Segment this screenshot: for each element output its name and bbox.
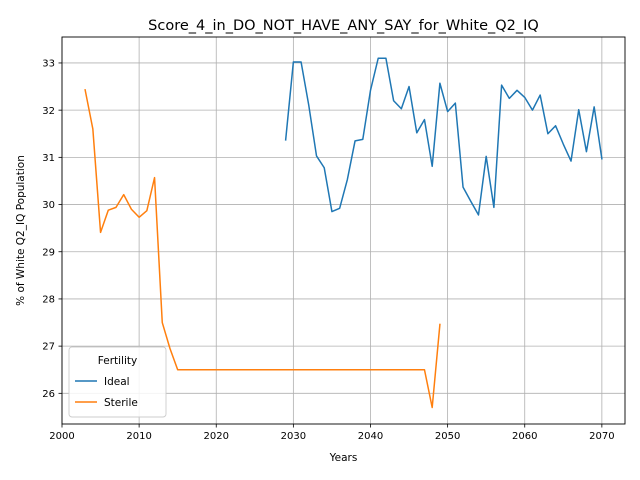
- legend: Fertility Ideal Sterile: [68, 346, 167, 418]
- x-tick-label: 2030: [281, 431, 306, 442]
- legend-box: [68, 346, 167, 418]
- legend-label-ideal: Ideal: [104, 376, 130, 388]
- y-axis-label: % of White Q2_IQ Population: [15, 155, 27, 306]
- chart-title: Score_4_in_DO_NOT_HAVE_ANY_SAY_for_White…: [148, 18, 539, 34]
- x-tick-label: 2000: [49, 431, 74, 442]
- x-tick-label: 2040: [358, 431, 383, 442]
- y-tick-label: 27: [42, 342, 55, 353]
- x-axis-label: Years: [329, 452, 358, 464]
- y-tick-label: 28: [42, 295, 55, 306]
- y-tick-label: 32: [42, 106, 55, 117]
- x-tick-label: 2050: [435, 431, 460, 442]
- x-tick-label: 2020: [204, 431, 229, 442]
- series-line-ideal: [284, 57, 603, 216]
- y-tick-label: 31: [42, 153, 55, 164]
- x-tick-label: 2060: [512, 431, 537, 442]
- y-tick-label: 26: [42, 389, 55, 400]
- y-tick-label: 30: [42, 200, 55, 211]
- x-tick-label: 2070: [589, 431, 614, 442]
- y-tick-label: 29: [42, 247, 55, 258]
- tick-layer: 2000 2010 2020 2030 2040 2050 2060 2070 26 27 28 29…: [42, 59, 614, 442]
- y-tick-label: 33: [42, 59, 55, 70]
- legend-items: Ideal Sterile: [75, 376, 138, 409]
- legend-title: Fertility: [98, 355, 137, 367]
- x-tick-label: 2010: [126, 431, 151, 442]
- legend-label-sterile: Sterile: [104, 397, 138, 409]
- series-line-sterile: [84, 88, 441, 409]
- plot-frame: [61, 36, 626, 425]
- series-layer: [84, 57, 603, 409]
